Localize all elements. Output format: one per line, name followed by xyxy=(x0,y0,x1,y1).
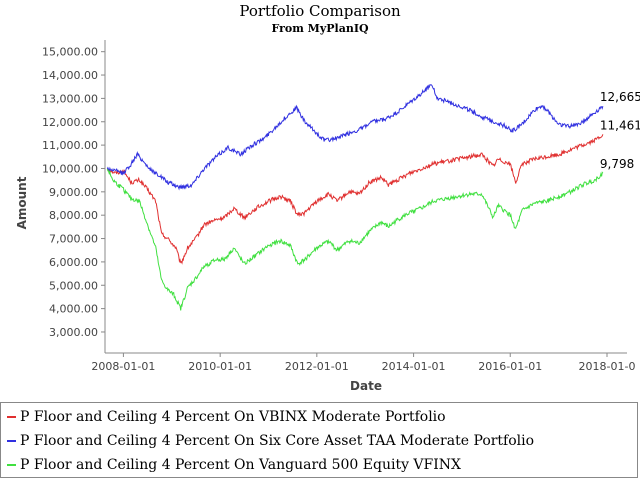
series-line xyxy=(106,84,604,191)
y-tick-label: 5,000.00 xyxy=(49,279,98,292)
y-tick-label: 15,000.00 xyxy=(42,46,98,59)
y-tick-label: 13,000.00 xyxy=(42,92,98,105)
series-layer xyxy=(106,84,604,311)
y-tick-label: 14,000.00 xyxy=(42,69,98,82)
legend-label-taa: P Floor and Ceiling 4 Percent On Six Cor… xyxy=(20,433,535,449)
legend-item-vfinx: P Floor and Ceiling 4 Percent On Vanguar… xyxy=(7,455,461,475)
legend-label-vfinx: P Floor and Ceiling 4 Percent On Vanguar… xyxy=(20,457,462,473)
series-end-label: 9,798 xyxy=(600,157,634,171)
x-tick-label: 2008-01-01 xyxy=(91,360,155,373)
series-end-label: 12,665 xyxy=(600,90,640,104)
end-label-layer: 11,461 12,665 9,798 xyxy=(600,90,640,171)
legend-item-vbinx: P Floor and Ceiling 4 Percent On VBINX M… xyxy=(7,407,446,427)
legend: P Floor and Ceiling 4 Percent On VBINX M… xyxy=(0,402,638,478)
chart-subtitle: From MyPlanIQ xyxy=(271,22,369,35)
legend-swatch-taa xyxy=(7,440,16,442)
line-chart: 3,000.00 4,000.00 5,000.00 6,000.00 7,000.00… xyxy=(15,40,640,393)
x-tick-label: 2012-01-01 xyxy=(285,360,349,373)
legend-label-vbinx: P Floor and Ceiling 4 Percent On VBINX M… xyxy=(20,409,446,425)
series-line xyxy=(106,168,604,311)
y-tick-label: 3,000.00 xyxy=(49,326,98,339)
x-tick-label: 2018-01-0 xyxy=(579,360,636,373)
x-axis: 2008-01-01 2010-01-01 2012-01-01 2014-01-01… xyxy=(91,352,636,373)
y-tick-label: 8,000.00 xyxy=(49,209,98,222)
x-axis-label: Date xyxy=(350,379,382,393)
y-tick-label: 9,000.00 xyxy=(49,186,98,199)
x-tick-label: 2014-01-01 xyxy=(382,360,446,373)
legend-swatch-vfinx xyxy=(7,464,16,466)
series-line xyxy=(106,134,604,265)
x-tick-label: 2016-01-01 xyxy=(478,360,542,373)
y-tick-label: 10,000.00 xyxy=(42,162,98,175)
series-end-label: 11,461 xyxy=(600,118,640,132)
y-tick-label: 11,000.00 xyxy=(42,139,98,152)
chart-title: Portfolio Comparison xyxy=(239,2,401,20)
legend-swatch-vbinx xyxy=(7,416,16,418)
x-tick-label: 2010-01-01 xyxy=(188,360,252,373)
y-tick-label: 4,000.00 xyxy=(49,303,98,316)
y-tick-label: 12,000.00 xyxy=(42,116,98,129)
y-tick-label: 7,000.00 xyxy=(49,233,98,246)
y-axis-label: Amount xyxy=(15,176,29,229)
y-tick-label: 6,000.00 xyxy=(49,256,98,269)
legend-item-taa: P Floor and Ceiling 4 Percent On Six Cor… xyxy=(7,431,534,451)
y-axis: 3,000.00 4,000.00 5,000.00 6,000.00 7,000.00… xyxy=(42,40,106,353)
